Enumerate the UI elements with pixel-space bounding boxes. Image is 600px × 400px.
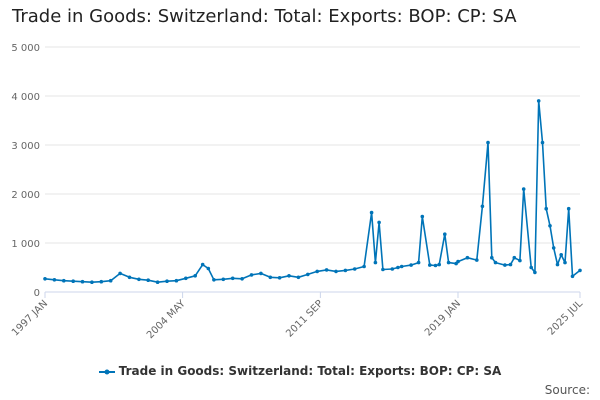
data-point[interactable] bbox=[465, 255, 470, 260]
data-point[interactable] bbox=[390, 267, 395, 271]
data-point[interactable] bbox=[80, 279, 85, 284]
grid-lines bbox=[45, 46, 580, 244]
x-tick-label: 2019 JAN bbox=[423, 298, 463, 338]
data-point[interactable] bbox=[559, 253, 563, 257]
data-point[interactable] bbox=[420, 214, 425, 219]
legend[interactable]: Trade in Goods: Switzerland: Total: Expo… bbox=[0, 364, 600, 378]
data-point[interactable] bbox=[446, 260, 451, 265]
y-tick-label: 4 000 bbox=[11, 92, 40, 103]
legend-label: Trade in Goods: Switzerland: Total: Expo… bbox=[118, 364, 502, 378]
data-point[interactable] bbox=[155, 280, 160, 285]
chart-title: Trade in Goods: Switzerland: Total: Expo… bbox=[12, 6, 517, 27]
data-point[interactable] bbox=[174, 278, 179, 283]
series-layer bbox=[43, 99, 582, 285]
data-point[interactable] bbox=[548, 224, 552, 228]
source-label: Source: bbox=[544, 383, 590, 397]
data-point[interactable] bbox=[486, 140, 490, 145]
y-tick-label: 1 000 bbox=[11, 239, 40, 250]
y-tick-label: 5 000 bbox=[11, 43, 40, 54]
data-point[interactable] bbox=[108, 278, 113, 283]
y-tick-label: 3 000 bbox=[11, 141, 40, 152]
x-tick-label: 1997 JAN bbox=[10, 298, 50, 338]
x-tick-label: 2025 JUL bbox=[546, 298, 586, 338]
data-point[interactable] bbox=[146, 278, 150, 283]
data-point[interactable] bbox=[536, 99, 541, 103]
data-point[interactable] bbox=[512, 255, 517, 260]
data-point[interactable] bbox=[343, 268, 348, 273]
data-point[interactable] bbox=[369, 210, 374, 215]
data-point[interactable] bbox=[259, 271, 263, 276]
data-point[interactable] bbox=[99, 279, 104, 284]
data-point[interactable] bbox=[551, 246, 556, 250]
series-line bbox=[44, 100, 581, 283]
x-tick-label: 2011 SEP bbox=[284, 298, 325, 339]
data-point[interactable] bbox=[399, 264, 404, 269]
data-point[interactable] bbox=[521, 187, 526, 191]
data-point[interactable] bbox=[475, 258, 479, 262]
y-tick-label: 2 000 bbox=[11, 190, 40, 201]
data-point[interactable] bbox=[570, 274, 575, 279]
data-point[interactable] bbox=[221, 277, 226, 282]
data-point[interactable] bbox=[566, 206, 571, 211]
data-point[interactable] bbox=[443, 232, 447, 236]
data-point[interactable] bbox=[127, 275, 132, 280]
data-point[interactable] bbox=[287, 274, 291, 278]
data-point[interactable] bbox=[578, 268, 582, 273]
data-point[interactable] bbox=[381, 267, 385, 272]
y-axis: 0 1 000 2 000 3 000 4 000 5 000 bbox=[11, 43, 40, 299]
data-point[interactable] bbox=[240, 277, 244, 281]
data-point[interactable] bbox=[533, 270, 537, 275]
data-point[interactable] bbox=[249, 273, 254, 277]
data-point[interactable] bbox=[230, 276, 235, 281]
data-point[interactable] bbox=[43, 277, 47, 281]
data-point[interactable] bbox=[480, 204, 485, 209]
data-point[interactable] bbox=[493, 260, 498, 265]
data-point[interactable] bbox=[377, 220, 381, 225]
data-point[interactable] bbox=[428, 263, 432, 267]
data-point[interactable] bbox=[52, 278, 57, 282]
data-point[interactable] bbox=[71, 279, 75, 284]
data-point[interactable] bbox=[433, 263, 438, 268]
data-point[interactable] bbox=[409, 263, 413, 267]
data-point[interactable] bbox=[416, 260, 421, 265]
data-point[interactable] bbox=[456, 259, 460, 264]
data-point[interactable] bbox=[396, 265, 400, 270]
data-point[interactable] bbox=[200, 262, 205, 267]
x-tick-label: 2004 MAY bbox=[145, 298, 188, 341]
data-point[interactable] bbox=[540, 140, 545, 145]
data-point[interactable] bbox=[268, 275, 273, 280]
data-point[interactable] bbox=[296, 275, 301, 280]
data-point[interactable] bbox=[62, 278, 66, 283]
data-point[interactable] bbox=[529, 265, 533, 270]
data-point[interactable] bbox=[503, 263, 507, 267]
data-point[interactable] bbox=[508, 262, 513, 267]
data-point[interactable] bbox=[437, 262, 442, 267]
data-point[interactable] bbox=[324, 268, 329, 272]
data-point[interactable] bbox=[306, 272, 310, 277]
data-point[interactable] bbox=[184, 276, 188, 281]
x-axis bbox=[44, 291, 581, 298]
y-tick-label: 0 bbox=[34, 288, 40, 299]
data-point[interactable] bbox=[518, 258, 522, 263]
data-point[interactable] bbox=[352, 267, 357, 271]
legend-line-icon bbox=[98, 369, 115, 374]
data-point[interactable] bbox=[90, 280, 94, 285]
data-point[interactable] bbox=[563, 260, 567, 265]
data-point[interactable] bbox=[118, 271, 122, 276]
data-point[interactable] bbox=[212, 278, 216, 282]
data-point[interactable] bbox=[373, 260, 378, 265]
data-point[interactable] bbox=[165, 279, 169, 284]
data-point[interactable] bbox=[362, 264, 366, 269]
data-point[interactable] bbox=[544, 206, 548, 211]
data-point[interactable] bbox=[193, 274, 197, 278]
data-point[interactable] bbox=[555, 262, 560, 267]
data-point[interactable] bbox=[315, 269, 320, 274]
data-point[interactable] bbox=[137, 277, 141, 282]
data-point[interactable] bbox=[206, 266, 211, 271]
data-point[interactable] bbox=[490, 255, 494, 260]
data-point[interactable] bbox=[334, 269, 338, 274]
data-point[interactable] bbox=[277, 276, 282, 280]
x-axis-labels: 1997 JAN 2004 MAY 2011 SEP 2019 JAN 2025 JUL bbox=[10, 298, 585, 341]
